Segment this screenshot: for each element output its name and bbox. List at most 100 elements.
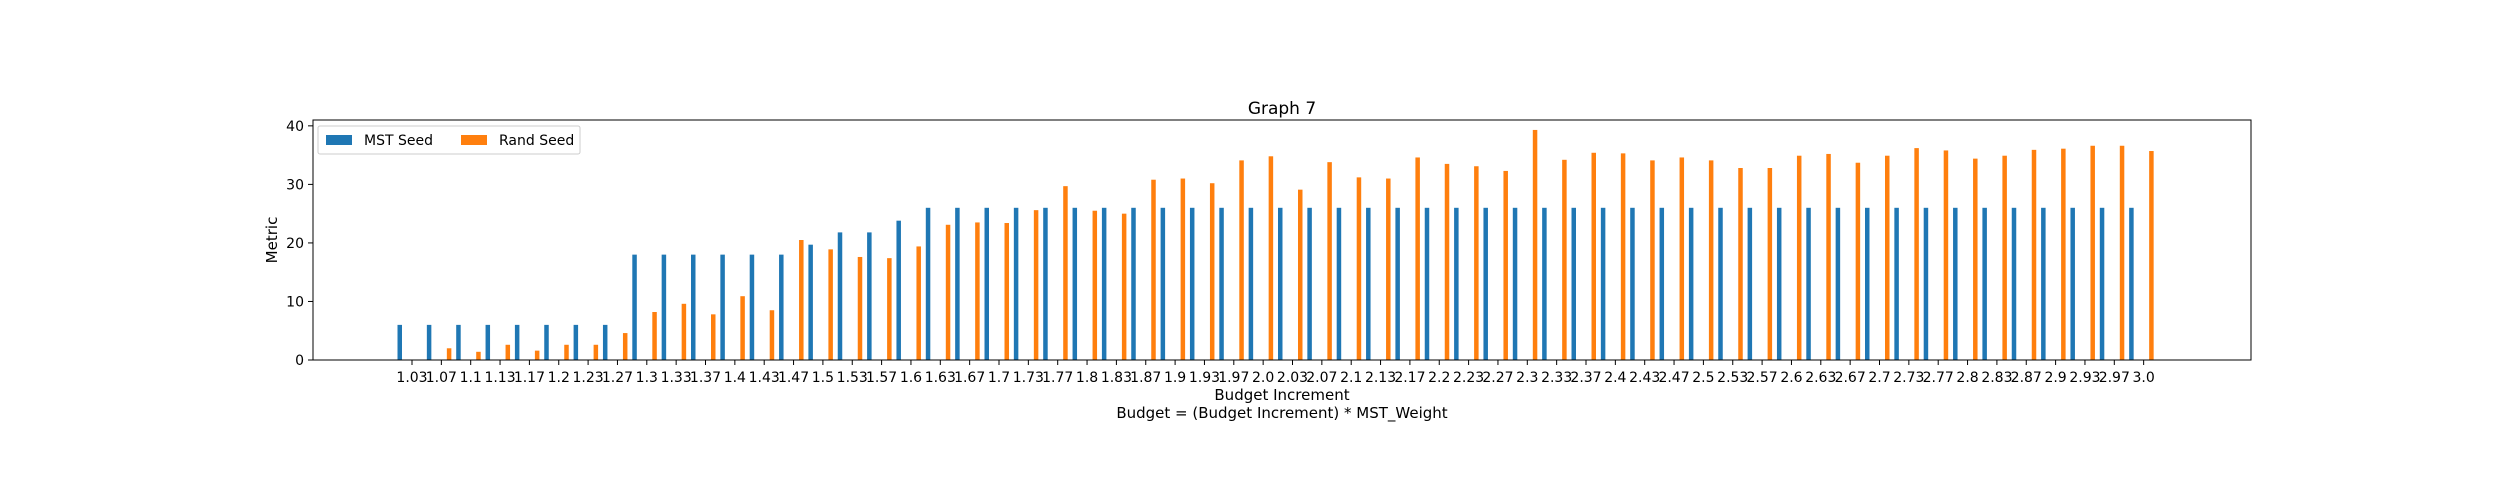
x-tick-label: 2.83 — [1981, 370, 2012, 386]
bar-mst-seed-1.67 — [955, 207, 960, 360]
bar-rand-seed-2.87 — [2031, 149, 2037, 360]
x-tick-label: 1.13 — [484, 370, 515, 386]
x-tick-label: 2.03 — [1277, 370, 1308, 386]
bar-rand-seed-2.63 — [1826, 153, 1831, 360]
bar-mst-seed-2.07 — [1307, 207, 1312, 360]
x-tick-label: 1.07 — [426, 370, 457, 386]
bar-mst-seed-2.73 — [1894, 207, 1899, 360]
bar-mst-seed-2.8 — [1953, 207, 1958, 360]
chart-title: Graph 7 — [1248, 99, 1316, 119]
x-tick-label: 1.4 — [724, 370, 746, 386]
x-tick-label: 1.53 — [837, 370, 868, 386]
bar-rand-seed-2.73 — [1914, 148, 1919, 360]
bar-rand-seed-1.33 — [681, 303, 687, 360]
bar-mst-seed-1.17 — [514, 324, 520, 360]
bar-rand-seed-2.27 — [1503, 170, 1508, 360]
bar-rand-seed-1.97 — [1239, 160, 1244, 360]
bar-rand-seed-2.77 — [1943, 150, 1949, 360]
legend-swatch-rand-seed — [461, 135, 487, 145]
bar-rand-seed-2.47 — [1679, 157, 1685, 360]
bar-rand-seed-2.2 — [1444, 163, 1450, 360]
bar-rand-seed-2.17 — [1415, 157, 1420, 360]
bar-mst-seed-2.6 — [1776, 207, 1782, 360]
legend-swatch-mst-seed — [326, 135, 352, 145]
bar-mst-seed-2.17 — [1395, 207, 1400, 360]
x-tick-label: 1.27 — [602, 370, 633, 386]
bar-mst-seed-1.07 — [426, 324, 432, 360]
x-tick-label: 1.3 — [636, 370, 658, 386]
x-tick-label: 1.17 — [514, 370, 545, 386]
bar-mst-seed-1.63 — [925, 207, 931, 360]
x-ticks: 1.031.07 1.1 1.131.17 1.2 1.231.27 1.3 1.331.3… — [396, 360, 2155, 386]
x-tick-label: 2.3 — [1516, 370, 1538, 386]
x-tick-label: 2.23 — [1453, 370, 1484, 386]
bar-rand-seed-2.07 — [1327, 162, 1332, 360]
bar-rand-seed-1.77 — [1063, 186, 1068, 360]
bar-mst-seed-1.9 — [1160, 207, 1166, 360]
bar-mst-seed-1.97 — [1219, 207, 1224, 360]
bar-rand-seed-1.53 — [857, 256, 863, 360]
x-tick-label: 1.43 — [749, 370, 780, 386]
bar-mst-seed-1.5 — [808, 244, 813, 360]
y-tick-label: 0 — [295, 353, 304, 369]
bar-rand-seed-2.03 — [1298, 189, 1303, 360]
bar-rand-seed-1.13 — [505, 344, 511, 360]
x-tick-label: 2.63 — [1805, 370, 1836, 386]
y-tick-label: 40 — [286, 119, 304, 135]
bar-mst-seed-2.4 — [1600, 207, 1606, 360]
x-tick-label: 1.03 — [396, 370, 427, 386]
x-tick-label: 2.37 — [1570, 370, 1601, 386]
bar-rand-seed-2.0 — [1268, 156, 1274, 360]
bar-mst-seed-2.27 — [1483, 207, 1488, 360]
bar-rand-seed-1.47 — [799, 240, 804, 360]
x-tick-label: 1.23 — [573, 370, 604, 386]
y-tick-label: 10 — [286, 294, 304, 310]
bar-mst-seed-1.27 — [602, 324, 608, 360]
bar-rand-seed-2.97 — [2119, 145, 2125, 360]
bar-mst-seed-2.9 — [2041, 207, 2046, 360]
y-ticks: 0 10 20 30 40 — [286, 119, 313, 369]
bar-mst-seed-2.93 — [2070, 207, 2075, 360]
bar-mst-seed-1.3 — [632, 254, 637, 360]
bar-mst-seed-1.77 — [1043, 207, 1048, 360]
bar-rand-seed-1.8 — [1092, 210, 1098, 360]
x-tick-label: 2.73 — [1893, 370, 1924, 386]
x-tick-label: 1.83 — [1101, 370, 1132, 386]
x-tick-label: 2.27 — [1482, 370, 1513, 386]
bar-rand-seed-2.6 — [1796, 155, 1802, 360]
legend-label-rand-seed: Rand Seed — [499, 133, 574, 149]
x-tick-label: 2.53 — [1717, 370, 1748, 386]
bar-rand-seed-1.73 — [1033, 210, 1039, 360]
x-axis-label: Budget Increment — [1214, 386, 1349, 404]
y-axis-label: Metric — [263, 217, 281, 264]
bar-mst-seed-1.23 — [573, 324, 579, 360]
bar-mst-seed-2.13 — [1366, 207, 1371, 360]
x-tick-label: 1.2 — [548, 370, 570, 386]
bar-rand-seed-2.23 — [1474, 166, 1479, 360]
x-tick-label: 2.13 — [1365, 370, 1396, 386]
x-tick-label: 1.47 — [778, 370, 809, 386]
bar-rand-seed-1.87 — [1151, 179, 1156, 360]
bar-rand-seed-1.7 — [1004, 223, 1009, 360]
x-tick-label: 1.77 — [1042, 370, 1073, 386]
x-tick-label: 2.7 — [1868, 370, 1890, 386]
bar-rand-seed-1.9 — [1180, 178, 1186, 360]
x-tick-label: 2.43 — [1629, 370, 1660, 386]
bar-rand-seed-1.63 — [945, 224, 951, 360]
x-tick-label: 2.4 — [1604, 370, 1626, 386]
y-tick-label: 30 — [286, 177, 304, 193]
x-tick-label: 2.47 — [1658, 370, 1689, 386]
bar-rand-seed-1.6 — [916, 246, 921, 360]
bar-rand-seed-1.4 — [740, 296, 745, 360]
bar-rand-seed-1.2 — [564, 344, 569, 360]
x-tick-label: 1.97 — [1218, 370, 1249, 386]
bar-rand-seed-2.93 — [2090, 145, 2095, 360]
x-tick-label: 2.97 — [2099, 370, 2130, 386]
bar-rand-seed-1.93 — [1209, 183, 1215, 360]
bar-rand-seed-2.7 — [1885, 155, 1890, 360]
y-tick-label: 20 — [286, 236, 304, 252]
x-tick-label: 1.33 — [661, 370, 692, 386]
x-tick-label: 2.2 — [1428, 370, 1450, 386]
x-tick-label: 2.1 — [1340, 370, 1362, 386]
